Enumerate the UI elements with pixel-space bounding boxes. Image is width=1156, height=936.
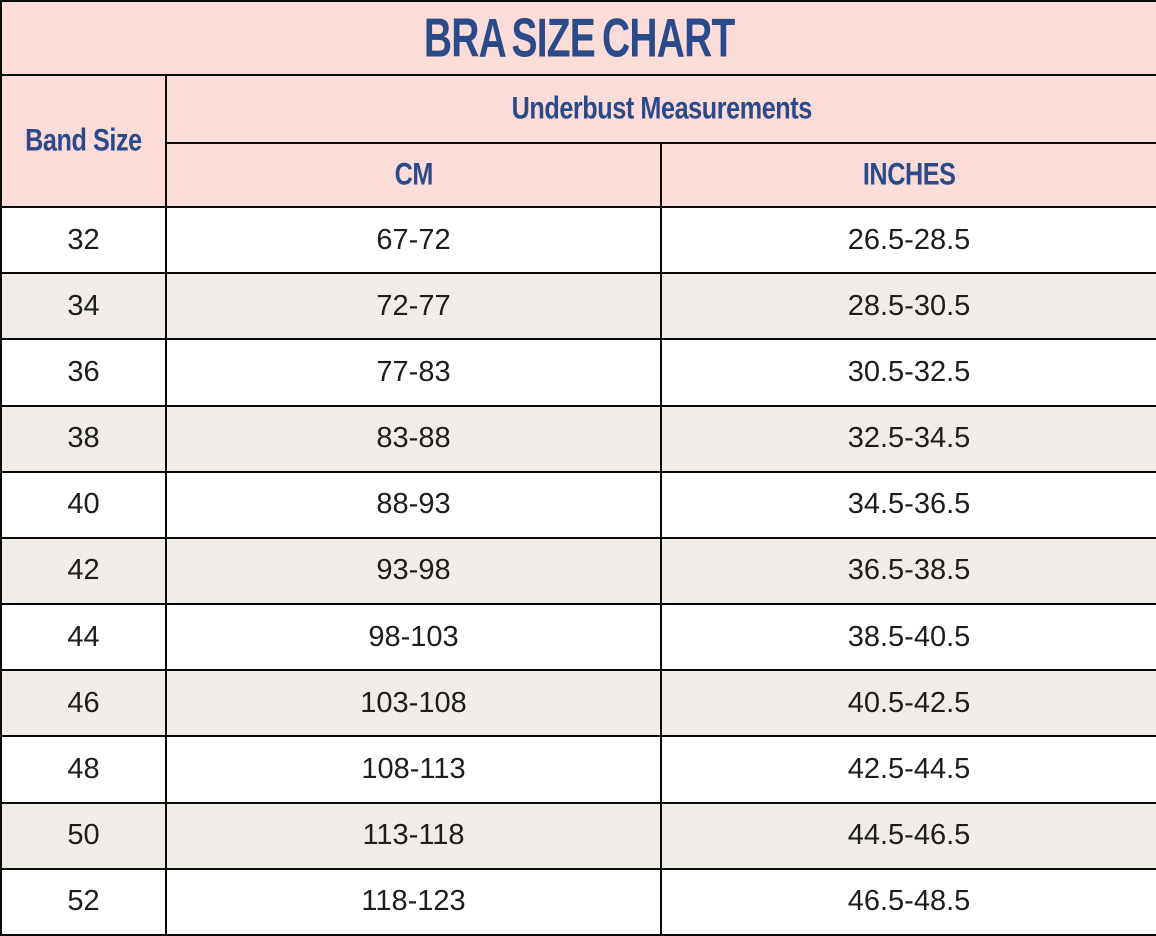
table-row: 48 108-113 42.5-44.5 (0, 735, 1156, 804)
inches-range-cell: 36.5-38.5 (659, 536, 1156, 606)
cm-range-cell: 72-77 (165, 272, 662, 341)
table-row: 44 98-103 38.5-40.5 (0, 603, 1156, 672)
title-row: BRA SIZE CHART (0, 0, 1156, 76)
inches-range-cell: 26.5-28.5 (659, 205, 1156, 275)
column-header-inches: INCHES (659, 142, 1156, 208)
cm-range-cell: 83-88 (165, 404, 662, 473)
inches-range-cell: 44.5-46.5 (659, 801, 1156, 870)
cm-range-cell: 93-98 (165, 536, 662, 606)
inches-range-cell: 32.5-34.5 (659, 404, 1156, 473)
band-size-cell: 36 (0, 338, 167, 407)
band-size-cell: 44 (0, 603, 167, 672)
band-size-cell: 38 (0, 404, 167, 473)
table-row: 40 88-93 34.5-36.5 (0, 470, 1156, 539)
cm-range-cell: 108-113 (165, 735, 662, 804)
table-row: 50 113-118 44.5-46.5 (0, 801, 1156, 870)
band-size-cell: 34 (0, 272, 167, 341)
cm-range-cell: 67-72 (165, 205, 662, 275)
band-size-cell: 48 (0, 735, 167, 804)
inches-range-cell: 40.5-42.5 (659, 669, 1156, 738)
cm-range-cell: 88-93 (165, 470, 662, 539)
inches-range-cell: 34.5-36.5 (659, 470, 1156, 539)
header-group-row: Band Size Underbust Measurements (0, 74, 1156, 208)
table-row: 46 103-108 40.5-42.5 (0, 669, 1156, 738)
table-row: 32 67-72 26.5-28.5 (0, 205, 1156, 275)
table-row: 36 77-83 30.5-32.5 (0, 338, 1156, 407)
inches-range-cell: 28.5-30.5 (659, 272, 1156, 341)
table-row: 34 72-77 28.5-30.5 (0, 272, 1156, 341)
column-header-band-size: Band Size (0, 74, 167, 208)
cm-range-cell: 118-123 (165, 867, 662, 936)
band-size-cell: 50 (0, 801, 167, 870)
cm-range-cell: 113-118 (165, 801, 662, 870)
table-body: 32 67-72 26.5-28.5 34 72-77 28.5-30.5 36… (0, 205, 1156, 936)
column-header-cm: CM (165, 142, 662, 208)
band-size-cell: 32 (0, 205, 167, 275)
table-header: BRA SIZE CHART Band Size Underbust Measu… (0, 0, 1156, 208)
header-units-row: CM INCHES (1, 142, 1156, 208)
inches-range-cell: 30.5-32.5 (659, 338, 1156, 407)
cm-range-cell: 98-103 (165, 603, 662, 672)
inches-range-cell: 46.5-48.5 (659, 867, 1156, 936)
table-row: 52 118-123 46.5-48.5 (0, 867, 1156, 936)
inches-range-cell: 38.5-40.5 (659, 603, 1156, 672)
band-size-cell: 46 (0, 669, 167, 738)
band-size-cell: 52 (0, 867, 167, 936)
band-size-header-label: Band Size (25, 122, 142, 158)
table-row: 42 93-98 36.5-38.5 (0, 536, 1156, 606)
table-row: 38 83-88 32.5-34.5 (0, 404, 1156, 473)
band-size-cell: 40 (0, 470, 167, 539)
cm-header-label: CM (394, 156, 433, 192)
band-size-cell: 42 (0, 536, 167, 606)
page-title-cell: BRA SIZE CHART (0, 0, 1156, 76)
inches-range-cell: 42.5-44.5 (659, 735, 1156, 804)
cm-range-cell: 77-83 (165, 338, 662, 407)
column-header-underbust: Underbust Measurements (164, 74, 1156, 144)
inches-header-label: INCHES (862, 156, 956, 192)
cm-range-cell: 103-108 (165, 669, 662, 738)
underbust-header-label: Underbust Measurements (511, 90, 812, 126)
page-title: BRA SIZE CHART (423, 7, 736, 69)
